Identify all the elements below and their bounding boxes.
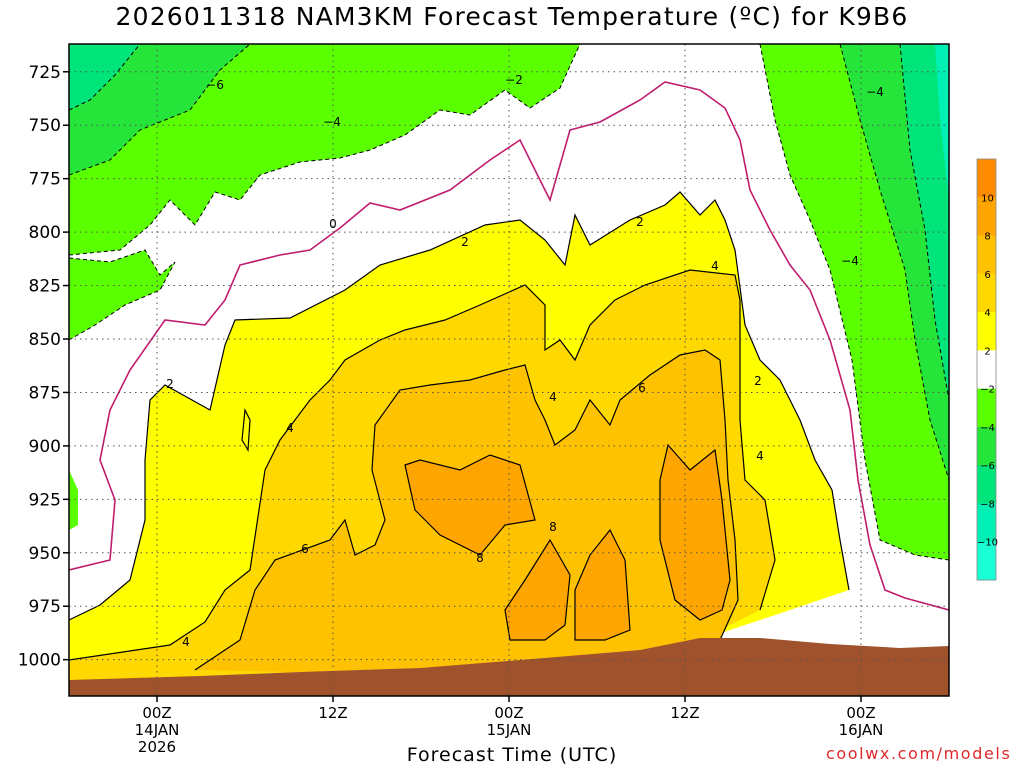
- y-tick-label: 925: [29, 490, 61, 510]
- color-scale-label: −4: [980, 423, 995, 434]
- color-scale-swatch: [977, 388, 996, 428]
- region-cold-left-lower: [69, 250, 175, 340]
- region-cold-right-minus8: [900, 44, 949, 400]
- x-axis-label: Forecast Time (UTC): [406, 744, 618, 766]
- color-scale-border: [976, 158, 997, 581]
- color-scale-swatch: [977, 159, 996, 198]
- x-tick-date: 16JAN: [839, 721, 884, 739]
- contour-label: 4: [756, 449, 764, 463]
- credit-text: coolwx.com/models: [826, 744, 1012, 763]
- y-tick-label: 825: [29, 277, 61, 297]
- y-tick-label: 750: [29, 116, 61, 136]
- contour-labels: −6 −4 −2 0 2 2 4 2 2 4 4 6 6 8 8 4 4 −4 −4: [166, 73, 884, 649]
- y-tick-label: 1000: [18, 651, 61, 671]
- y-tick-label: 900: [29, 437, 61, 457]
- y-tick-label: 975: [29, 597, 61, 617]
- y-tick-label: 725: [29, 63, 61, 83]
- color-scale-label: −2: [980, 385, 995, 396]
- contour-label: 2: [166, 377, 174, 391]
- color-scale-swatch: [977, 350, 996, 390]
- contour-lines: [69, 191, 850, 671]
- color-scale-label: −8: [980, 499, 995, 510]
- region-warm-8c: [575, 530, 630, 640]
- contour-label: 6: [638, 381, 646, 395]
- contour-label: −4: [866, 85, 884, 99]
- chart-title: 2026011318 NAM3KM Forecast Temperature (…: [115, 2, 909, 31]
- region-cold-right-minus10: [935, 44, 949, 200]
- x-tick-label: 00Z: [142, 704, 171, 722]
- color-scale-swatch: [977, 503, 996, 543]
- x-tick-label: 12Z: [318, 704, 347, 722]
- y-tick-label: 875: [29, 383, 61, 403]
- x-tick-label: 12Z: [670, 704, 699, 722]
- grid-lines: [69, 44, 949, 696]
- contour-label: 4: [711, 259, 719, 273]
- color-scale-label: 2: [984, 346, 990, 357]
- color-scale-label: −10: [977, 538, 998, 549]
- color-scale-label: 10: [981, 193, 994, 204]
- region-cold-left-corner: [69, 470, 78, 530]
- contour-label: 8: [476, 551, 484, 565]
- contour-label: −2: [505, 73, 523, 87]
- color-scale-swatch: [977, 197, 996, 237]
- y-tick-label: 950: [29, 544, 61, 564]
- contour-label: 0: [329, 217, 337, 231]
- color-scale-label: 6: [984, 270, 990, 281]
- freezing-contour: [69, 81, 949, 611]
- contour-label: 4: [182, 635, 190, 649]
- contour-label: 2: [636, 215, 644, 229]
- contour-label: 2: [754, 374, 762, 388]
- x-tick-label: 00Z: [846, 704, 875, 722]
- region-warm-8d: [660, 445, 730, 620]
- region-cold-left-minus6: [69, 44, 250, 175]
- color-scale-swatch: [977, 426, 996, 466]
- x-tick-label: 00Z: [494, 704, 523, 722]
- y-tick-label: 775: [29, 170, 61, 190]
- region-warm-8a: [405, 455, 535, 555]
- contour-label: 2: [461, 235, 469, 249]
- contour-label: 6: [301, 542, 309, 556]
- dashed-contour-lines: [69, 44, 949, 561]
- color-scale-swatch: [977, 235, 996, 275]
- y-axis: 725 750 775 800 825 850 875 900 925 950 975 1000: [18, 63, 69, 671]
- color-scale-label: 8: [984, 232, 990, 243]
- contour-label: 8: [549, 520, 557, 534]
- x-tick-year: 2026: [138, 738, 176, 756]
- x-tick-date: 14JAN: [135, 721, 180, 739]
- color-scale-swatch: [977, 312, 996, 351]
- contour-label: −6: [206, 78, 224, 92]
- contour-label: 4: [549, 390, 557, 404]
- region-cold-left-minus8: [69, 44, 140, 110]
- color-scale-label: −6: [980, 461, 995, 472]
- color-scale-swatch: [977, 465, 996, 504]
- x-tick-date: 15JAN: [487, 721, 532, 739]
- color-scale-label: 4: [984, 308, 990, 319]
- contour-label: −4: [841, 254, 859, 268]
- contour-label: −4: [323, 115, 341, 129]
- region-warm-8b: [505, 540, 570, 640]
- y-tick-label: 850: [29, 330, 61, 350]
- color-scale-swatch: [977, 273, 996, 313]
- y-tick-label: 800: [29, 223, 61, 243]
- color-scale-swatch: [977, 541, 996, 581]
- color-scale: 10 8 6 4 2 −2 −4 −6 −8 −10: [976, 158, 998, 581]
- contour-label: 4: [286, 421, 294, 435]
